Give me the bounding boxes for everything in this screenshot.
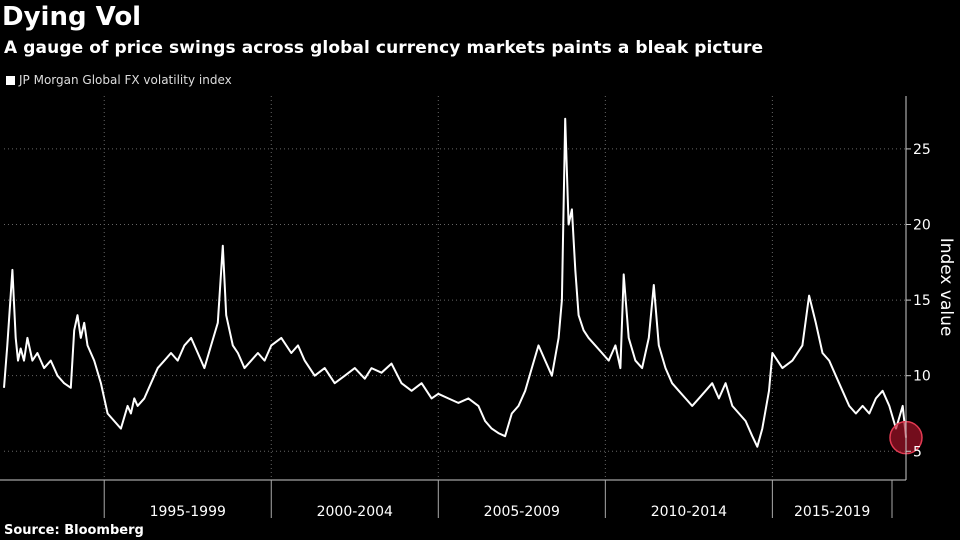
x-tick-label: 2010-2014 <box>651 504 727 520</box>
chart-subtitle: A gauge of price swings across global cu… <box>4 38 764 58</box>
y-tick-label: 15 <box>913 293 931 309</box>
y-tick-label: 25 <box>913 142 931 158</box>
series-group <box>3 117 923 455</box>
y-tick-label: 5 <box>913 444 922 460</box>
chart-title: Dying Vol <box>2 2 142 32</box>
y-axis: 5 10 15 20 25 <box>905 96 931 480</box>
x-tick-label: 2005-2009 <box>484 504 560 520</box>
x-tick-label: 1995-1999 <box>150 504 226 520</box>
legend-label: JP Morgan Global FX volatility index <box>19 73 232 87</box>
y-tick-label: 20 <box>913 218 931 234</box>
x-tick-label: 2015-2019 <box>794 504 870 520</box>
legend: JP Morgan Global FX volatility index <box>6 73 232 87</box>
source-note: Source: Bloomberg <box>4 523 144 538</box>
x-axis: 1995-1999 2000-2004 2005-2009 2010-2014 2015… <box>0 479 906 520</box>
legend-swatch <box>6 75 15 85</box>
y-axis-label: Index value <box>936 238 956 337</box>
series-line <box>3 117 907 448</box>
x-tick-label: 2000-2004 <box>317 504 393 520</box>
grid <box>4 96 906 480</box>
y-tick-label: 10 <box>913 369 931 385</box>
